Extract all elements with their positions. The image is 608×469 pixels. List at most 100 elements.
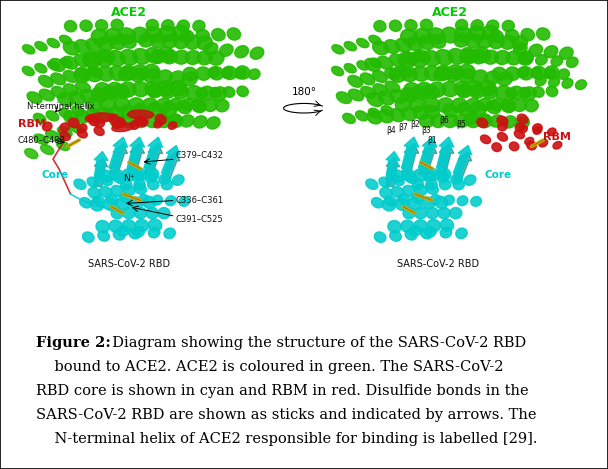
Ellipse shape bbox=[146, 208, 158, 219]
Ellipse shape bbox=[413, 106, 428, 120]
Ellipse shape bbox=[519, 87, 531, 98]
Ellipse shape bbox=[485, 71, 500, 85]
Ellipse shape bbox=[133, 65, 148, 79]
Ellipse shape bbox=[49, 59, 65, 71]
Ellipse shape bbox=[466, 114, 480, 128]
Ellipse shape bbox=[336, 92, 351, 104]
Ellipse shape bbox=[212, 29, 225, 41]
Ellipse shape bbox=[162, 50, 178, 64]
Ellipse shape bbox=[109, 220, 122, 232]
Ellipse shape bbox=[111, 19, 123, 30]
Ellipse shape bbox=[423, 84, 440, 98]
Ellipse shape bbox=[465, 98, 481, 113]
Ellipse shape bbox=[551, 56, 562, 66]
FancyArrow shape bbox=[401, 137, 419, 169]
Ellipse shape bbox=[486, 100, 501, 113]
Ellipse shape bbox=[134, 104, 148, 117]
Ellipse shape bbox=[83, 232, 94, 242]
Ellipse shape bbox=[385, 68, 399, 80]
Ellipse shape bbox=[74, 179, 86, 189]
Ellipse shape bbox=[223, 87, 235, 97]
Ellipse shape bbox=[544, 68, 556, 79]
Ellipse shape bbox=[197, 36, 212, 50]
Ellipse shape bbox=[415, 50, 430, 62]
Text: Diagram showing the structure of the SARS-CoV-2 RBD: Diagram showing the structure of the SAR… bbox=[103, 336, 526, 350]
Ellipse shape bbox=[120, 82, 136, 97]
Ellipse shape bbox=[168, 121, 177, 129]
Ellipse shape bbox=[170, 81, 187, 96]
Ellipse shape bbox=[424, 171, 436, 182]
Ellipse shape bbox=[122, 184, 135, 195]
Ellipse shape bbox=[86, 67, 102, 82]
Ellipse shape bbox=[361, 86, 376, 98]
Ellipse shape bbox=[423, 51, 440, 66]
Text: Core: Core bbox=[41, 170, 69, 180]
Ellipse shape bbox=[60, 123, 69, 132]
Ellipse shape bbox=[397, 66, 412, 77]
Ellipse shape bbox=[544, 45, 558, 58]
Ellipse shape bbox=[208, 67, 219, 77]
Text: C391–C525: C391–C525 bbox=[176, 215, 223, 224]
Text: β5: β5 bbox=[457, 120, 466, 129]
Ellipse shape bbox=[57, 141, 70, 151]
Ellipse shape bbox=[553, 142, 562, 149]
Ellipse shape bbox=[122, 220, 136, 232]
Ellipse shape bbox=[514, 43, 527, 55]
Ellipse shape bbox=[503, 116, 516, 128]
Ellipse shape bbox=[223, 66, 237, 80]
Ellipse shape bbox=[410, 52, 427, 67]
Ellipse shape bbox=[46, 111, 59, 121]
Ellipse shape bbox=[95, 119, 105, 128]
Ellipse shape bbox=[209, 51, 224, 65]
Ellipse shape bbox=[430, 195, 441, 204]
Ellipse shape bbox=[412, 193, 423, 203]
Ellipse shape bbox=[185, 51, 201, 65]
Ellipse shape bbox=[531, 66, 546, 80]
Ellipse shape bbox=[181, 98, 194, 111]
Ellipse shape bbox=[380, 188, 392, 199]
Ellipse shape bbox=[119, 28, 136, 44]
Ellipse shape bbox=[464, 113, 477, 125]
FancyArrow shape bbox=[94, 158, 108, 187]
Ellipse shape bbox=[331, 67, 344, 76]
Ellipse shape bbox=[385, 196, 396, 206]
Ellipse shape bbox=[57, 127, 72, 137]
Ellipse shape bbox=[395, 38, 411, 52]
Ellipse shape bbox=[403, 185, 415, 197]
Ellipse shape bbox=[398, 195, 410, 205]
Ellipse shape bbox=[193, 20, 205, 31]
Ellipse shape bbox=[407, 37, 423, 51]
Ellipse shape bbox=[164, 228, 175, 239]
Ellipse shape bbox=[483, 50, 499, 64]
Text: C336–C361: C336–C361 bbox=[176, 196, 224, 205]
Ellipse shape bbox=[145, 27, 163, 42]
Ellipse shape bbox=[510, 142, 519, 151]
Ellipse shape bbox=[117, 226, 129, 236]
Ellipse shape bbox=[536, 55, 547, 65]
Ellipse shape bbox=[401, 67, 417, 82]
Ellipse shape bbox=[535, 76, 546, 86]
Ellipse shape bbox=[97, 37, 113, 51]
Ellipse shape bbox=[521, 87, 536, 101]
Ellipse shape bbox=[457, 103, 472, 116]
Ellipse shape bbox=[123, 208, 135, 219]
Ellipse shape bbox=[412, 86, 428, 100]
Ellipse shape bbox=[424, 105, 440, 118]
Ellipse shape bbox=[199, 86, 214, 100]
Ellipse shape bbox=[121, 105, 136, 118]
Ellipse shape bbox=[344, 64, 356, 73]
Ellipse shape bbox=[151, 34, 166, 47]
Ellipse shape bbox=[145, 172, 157, 183]
Ellipse shape bbox=[527, 141, 536, 150]
Ellipse shape bbox=[521, 29, 534, 41]
Ellipse shape bbox=[25, 149, 38, 159]
Ellipse shape bbox=[60, 58, 72, 68]
Ellipse shape bbox=[464, 175, 476, 185]
Ellipse shape bbox=[367, 111, 382, 124]
Ellipse shape bbox=[456, 228, 467, 239]
Ellipse shape bbox=[186, 86, 201, 99]
Text: bound to ACE2. ACE2 is coloured in green. The SARS-CoV-2: bound to ACE2. ACE2 is coloured in green… bbox=[35, 360, 503, 374]
Ellipse shape bbox=[379, 177, 391, 188]
Ellipse shape bbox=[451, 174, 463, 184]
Text: 180°: 180° bbox=[291, 87, 317, 98]
